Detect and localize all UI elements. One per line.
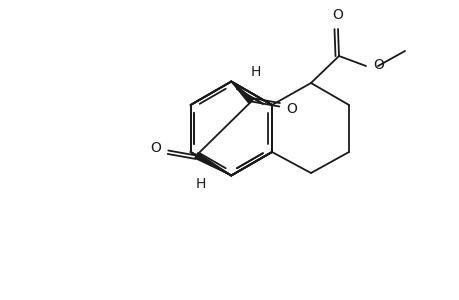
Text: O: O [332, 8, 343, 22]
Text: O: O [150, 142, 161, 155]
Text: H: H [251, 64, 261, 79]
Polygon shape [231, 82, 253, 104]
Text: O: O [372, 58, 383, 72]
Text: O: O [285, 101, 297, 116]
Polygon shape [194, 153, 231, 176]
Text: H: H [196, 176, 206, 190]
